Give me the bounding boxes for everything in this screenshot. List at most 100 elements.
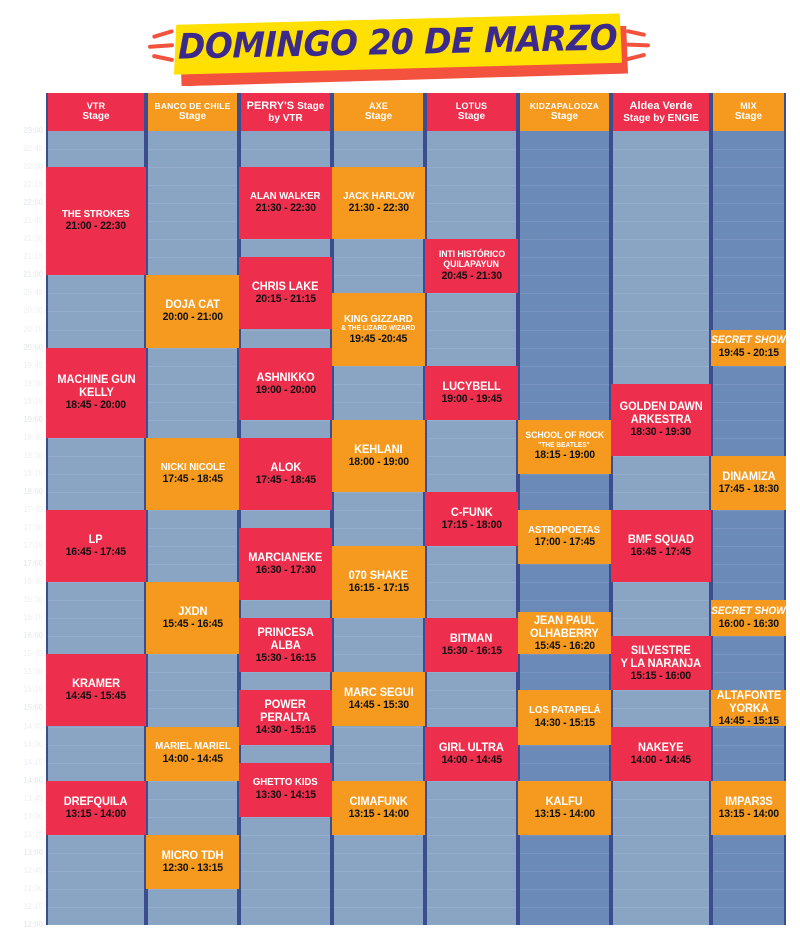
- gridline: [613, 239, 709, 241]
- event-block[interactable]: SECRET SHOW 19:45 - 20:15: [711, 329, 786, 366]
- event-block[interactable]: GOLDEN DAWN ARKESTRA 18:30 - 19:30: [611, 383, 711, 456]
- event-block[interactable]: GHETTO KIDS 13:30 - 14:15: [239, 762, 332, 817]
- event-block[interactable]: THE STROKES 21:00 - 22:30: [46, 167, 146, 276]
- time-label: 15:15: [23, 685, 43, 695]
- event-artist: INTI HISTÓRICO: [438, 248, 505, 260]
- event-block[interactable]: CHRIS LAKE 20:15 - 21:15: [239, 257, 332, 330]
- event-block[interactable]: KEHLANI 18:00 - 19:00: [332, 419, 425, 492]
- gridline: [427, 564, 516, 566]
- gridline: [427, 437, 516, 439]
- stage-header-aldea-verde[interactable]: Aldea Verde Stage by ENGIE: [611, 93, 711, 131]
- event-time: 17:45 - 18:45: [255, 473, 316, 486]
- gridline: [241, 672, 330, 674]
- event-block[interactable]: MARIEL MARIEL 14:00 - 14:45: [146, 726, 239, 781]
- gridline: [427, 834, 516, 836]
- event-block[interactable]: ALTAFONTE YORKA 14:45 - 15:15: [711, 690, 786, 727]
- gridline: [427, 419, 516, 421]
- event-block[interactable]: MARC SEGUI 14:45 - 15:30: [332, 672, 425, 727]
- event-block[interactable]: KRAMER 14:45 - 15:45: [46, 654, 146, 727]
- gridline: [520, 870, 609, 872]
- event-block[interactable]: ASTROPOETAS 17:00 - 17:45: [518, 509, 611, 565]
- stage-column-aldea-verde: Aldea Verde Stage by ENGIE GOLDEN DAWN ARKE…: [611, 93, 711, 926]
- event-block[interactable]: ALAN WALKER 21:30 - 22:30: [239, 167, 332, 240]
- event-artist: BMF SQUAD: [627, 532, 695, 547]
- event-time: 16:45 - 17:45: [630, 546, 692, 559]
- event-block[interactable]: ALOK 17:45 - 18:45: [239, 437, 332, 510]
- gridline: [48, 618, 144, 620]
- event-artist: SECRET SHOW: [711, 334, 786, 347]
- gridline: [613, 185, 709, 187]
- gridline: [334, 870, 423, 872]
- event-block[interactable]: JEAN PAUL OLHABERRY 15:45 - 16:20: [518, 612, 611, 655]
- gridline: [427, 582, 516, 584]
- event-block[interactable]: JACK HARLOW 21:30 - 22:30: [332, 167, 425, 240]
- gridline: [48, 906, 144, 908]
- event-block[interactable]: SECRET SHOW 16:00 - 16:30: [711, 600, 786, 637]
- time-label: 22:00: [23, 198, 43, 208]
- stage-header-perrys[interactable]: PERRY'S Stage by VTR: [239, 93, 332, 131]
- event-time: 14:45 - 15:30: [348, 699, 409, 712]
- title-banner: DOMINGO 20 DE MARZO: [0, 0, 800, 92]
- gridline: [48, 149, 144, 151]
- gridline: [148, 546, 237, 548]
- event-block[interactable]: NAKEYE 14:00 - 14:45: [611, 726, 711, 781]
- event-block[interactable]: ASHNIKKO 19:00 - 20:00: [239, 347, 332, 420]
- event-block[interactable]: KALFU 13:15 - 14:00: [518, 780, 611, 835]
- event-block[interactable]: DOJA CAT 20:00 - 21:00: [146, 275, 239, 348]
- event-block[interactable]: JXDN 15:45 - 16:45: [146, 582, 239, 655]
- event-block[interactable]: KING GIZZARD & THE LIZARD WIZARD 19:45 -20…: [332, 293, 425, 366]
- stage-header-kidzapalooza[interactable]: KIDZAPALOOZA Stage: [518, 93, 611, 131]
- gridline: [48, 437, 144, 439]
- event-block[interactable]: MICRO TDH 12:30 - 13:15: [146, 834, 239, 889]
- event-block[interactable]: PRINCESA ALBA 15:30 - 16:15: [239, 618, 332, 673]
- stage-header-axe[interactable]: AXE Stage: [332, 93, 425, 131]
- gridline: [520, 221, 609, 223]
- gridline: [148, 167, 237, 169]
- gridline: [520, 852, 609, 854]
- stage-header-vtr[interactable]: VTR Stage: [46, 93, 146, 131]
- gridline: [427, 906, 516, 908]
- event-block[interactable]: LOS PATAPELÁ 14:30 - 15:15: [518, 690, 611, 745]
- event-block[interactable]: GIRL ULTRA 14:00 - 14:45: [425, 726, 518, 781]
- event-time: 13:15 - 14:00: [348, 807, 409, 820]
- event-block[interactable]: C-FUNK 17:15 - 18:00: [425, 491, 518, 547]
- event-block[interactable]: INTI HISTÓRICO QUILAPAYUN 20:45 - 21:30: [425, 239, 518, 294]
- stage-header-mix[interactable]: MIX Stage: [711, 93, 786, 131]
- stage-track-aldea-verde: GOLDEN DAWN ARKESTRA 18:30 - 19:30 BMF SQUA…: [611, 131, 711, 926]
- event-block[interactable]: DREFQUILA 13:15 - 14:00: [46, 780, 146, 835]
- event-block[interactable]: LP 16:45 - 17:45: [46, 509, 146, 583]
- gridline: [713, 744, 784, 746]
- event-artist: SCHOOL OF ROCK: [525, 430, 604, 442]
- event-block[interactable]: NICKI NICOLE 17:45 - 18:45: [146, 437, 239, 510]
- stage-track-banco-de-chile: DOJA CAT 20:00 - 21:00 NICKI NICOLE 17:45 -…: [146, 131, 239, 926]
- stage-header-banco-de-chile[interactable]: BANCO DE CHILE Stage: [146, 93, 239, 131]
- gridline: [713, 437, 784, 439]
- event-block[interactable]: POWER PERALTA 14:30 - 15:15: [239, 690, 332, 745]
- time-label: 19:00: [23, 414, 43, 424]
- event-block[interactable]: BMF SQUAD 16:45 - 17:45: [611, 509, 711, 583]
- event-time: 16:30 - 17:30: [255, 564, 316, 577]
- gridline: [713, 636, 784, 638]
- event-block[interactable]: 070 SHAKE 16:15 - 17:15: [332, 546, 425, 619]
- gridline: [334, 654, 423, 656]
- stage-column-perrys: PERRY'S Stage by VTR ALAN WALKER 21:30 - 22…: [239, 93, 332, 926]
- event-block[interactable]: MACHINE GUN KELLY 18:45 - 20:00: [46, 347, 146, 438]
- stage-header-lotus[interactable]: LOTUS Stage: [425, 93, 518, 131]
- event-block[interactable]: CIMAFUNK 13:15 - 14:00: [332, 780, 425, 835]
- time-label: 12:30: [23, 883, 43, 893]
- gridline: [148, 888, 237, 890]
- event-block[interactable]: MARCIANEKE 16:30 - 17:30: [239, 528, 332, 601]
- stage-name: VTR: [86, 101, 106, 112]
- event-artist: KALFU: [546, 793, 583, 808]
- gridline: [148, 401, 237, 403]
- gridline: [334, 528, 423, 529]
- stage-subtitle: Stage by ENGIE: [623, 112, 699, 124]
- event-artist: MARIEL MARIEL: [154, 740, 231, 753]
- event-block[interactable]: SCHOOL OF ROCK "THE BEATLES" 18:15 - 19:00: [518, 419, 611, 474]
- gridline: [613, 852, 709, 854]
- event-block[interactable]: IMPAR3S 13:15 - 14:00: [711, 780, 786, 835]
- event-block[interactable]: SILVESTRE Y LA NARANJA 15:15 - 16:00: [611, 636, 711, 691]
- event-block[interactable]: DINAMIZA 17:45 - 18:30: [711, 455, 786, 510]
- event-block[interactable]: LUCYBELL 19:00 - 19:45: [425, 365, 518, 420]
- event-block[interactable]: BITMAN 15:30 - 16:15: [425, 618, 518, 673]
